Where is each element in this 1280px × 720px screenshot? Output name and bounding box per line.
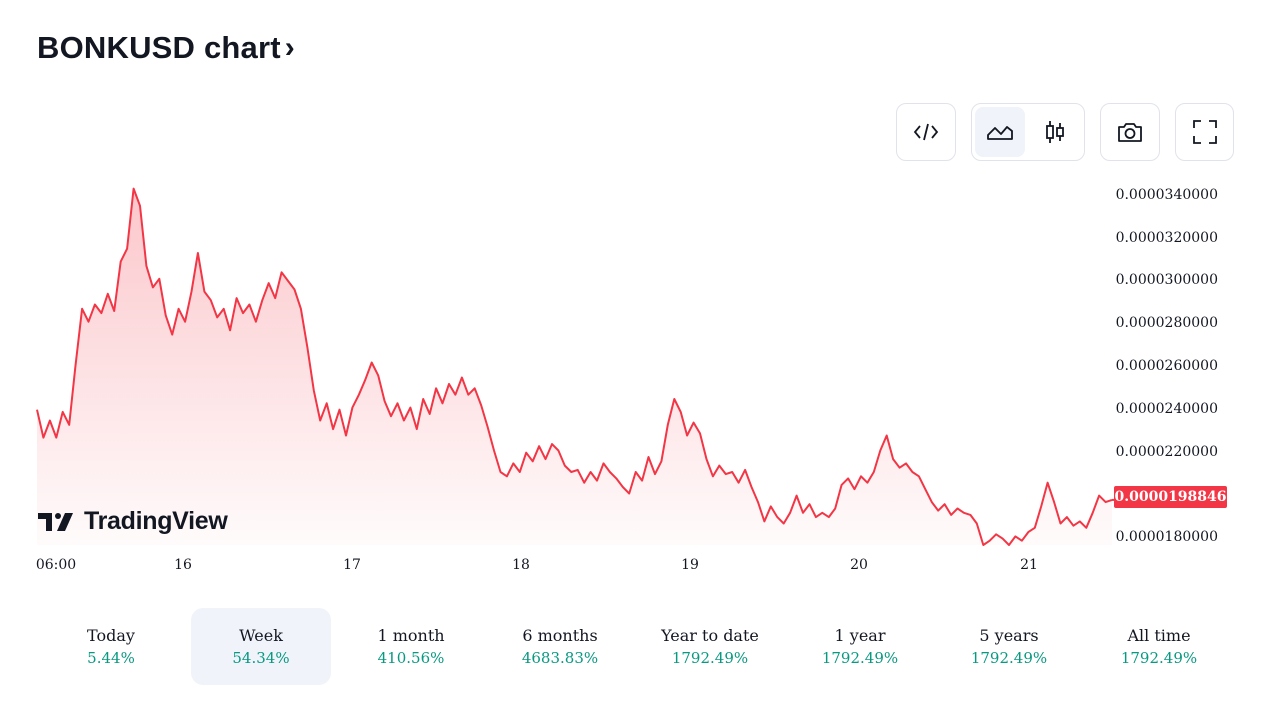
- period-year-to-date[interactable]: Year to date 1792.49%: [640, 608, 780, 685]
- embed-group: [896, 103, 956, 161]
- candlestick-button[interactable]: [1030, 107, 1080, 157]
- period-label: All time: [1127, 626, 1191, 645]
- area-chart-icon: [987, 126, 1013, 140]
- period-today[interactable]: Today 5.44%: [41, 608, 181, 685]
- x-tick-label: 18: [512, 557, 530, 573]
- price-chart-svg[interactable]: [0, 0, 1280, 600]
- y-tick-label: 0.0000180000: [1115, 529, 1218, 545]
- fullscreen-icon: [1193, 120, 1217, 144]
- period-selector: Today 5.44% Week 54.34% 1 month 410.56% …: [36, 608, 1236, 685]
- period-week[interactable]: Week 54.34%: [191, 608, 331, 685]
- y-tick-label: 0.0000300000: [1115, 272, 1218, 288]
- area-chart-button[interactable]: [975, 107, 1025, 157]
- period-change: 54.34%: [232, 649, 290, 667]
- period-change: 1792.49%: [821, 649, 899, 667]
- y-tick-label: 0.0000320000: [1115, 230, 1218, 246]
- period-6-months[interactable]: 6 months 4683.83%: [490, 608, 630, 685]
- y-tick-label: 0.0000240000: [1115, 401, 1218, 417]
- y-tick-label: 0.0000340000: [1115, 187, 1218, 203]
- period-change: 5.44%: [87, 649, 135, 667]
- page-title: BONKUSD chart: [37, 30, 281, 65]
- y-tick-label: 0.0000280000: [1115, 315, 1218, 331]
- last-price-badge: 0.0000198846: [1114, 486, 1227, 508]
- period-change: 410.56%: [377, 649, 445, 667]
- tradingview-logo-icon: [38, 512, 73, 531]
- period-change: 4683.83%: [521, 649, 599, 667]
- chart-title-link[interactable]: BONKUSD chart ›: [37, 30, 295, 66]
- camera-icon: [1118, 123, 1142, 142]
- y-tick-label: 0.0000220000: [1115, 444, 1218, 460]
- chart-style-group: [971, 103, 1085, 161]
- period-1-month[interactable]: 1 month 410.56%: [341, 608, 481, 685]
- period-label: Week: [239, 626, 283, 645]
- period-label: Today: [87, 626, 135, 645]
- period-label: 1 year: [834, 626, 886, 645]
- period-label: 6 months: [522, 626, 598, 645]
- embed-button[interactable]: [901, 107, 951, 157]
- y-tick-label: 0.0000260000: [1115, 358, 1218, 374]
- period-change: 1792.49%: [1120, 649, 1198, 667]
- price-series-line: [36, 187, 1113, 546]
- period-label: 1 month: [377, 626, 445, 645]
- tradingview-brand-text: TradingView: [84, 507, 228, 535]
- tradingview-watermark[interactable]: TradingView: [38, 507, 228, 536]
- chevron-right-icon: ›: [284, 31, 295, 64]
- period-label: Year to date: [661, 626, 759, 645]
- period-label: 5 years: [979, 626, 1039, 645]
- period-1-year[interactable]: 1 year 1792.49%: [790, 608, 930, 685]
- price-area-fill: [37, 188, 1112, 545]
- x-tick-label: 19: [681, 557, 699, 573]
- fullscreen-group: [1175, 103, 1234, 161]
- x-tick-label: 06:00: [35, 557, 77, 573]
- price-chart[interactable]: 0.0000340000 0.0000320000 0.0000300000 0…: [0, 0, 1280, 600]
- snapshot-group: [1100, 103, 1160, 161]
- fullscreen-button[interactable]: [1180, 107, 1230, 157]
- candlestick-icon: [1046, 121, 1064, 143]
- period-all-time[interactable]: All time 1792.49%: [1089, 608, 1229, 685]
- snapshot-button[interactable]: [1105, 107, 1155, 157]
- x-tick-label: 20: [850, 557, 868, 573]
- period-change: 1792.49%: [671, 649, 749, 667]
- x-tick-label: 21: [1020, 557, 1038, 573]
- period-change: 1792.49%: [970, 649, 1048, 667]
- code-icon: [913, 123, 939, 141]
- period-5-years[interactable]: 5 years 1792.49%: [939, 608, 1079, 685]
- x-tick-label: 17: [343, 557, 361, 573]
- x-tick-label: 16: [174, 557, 192, 573]
